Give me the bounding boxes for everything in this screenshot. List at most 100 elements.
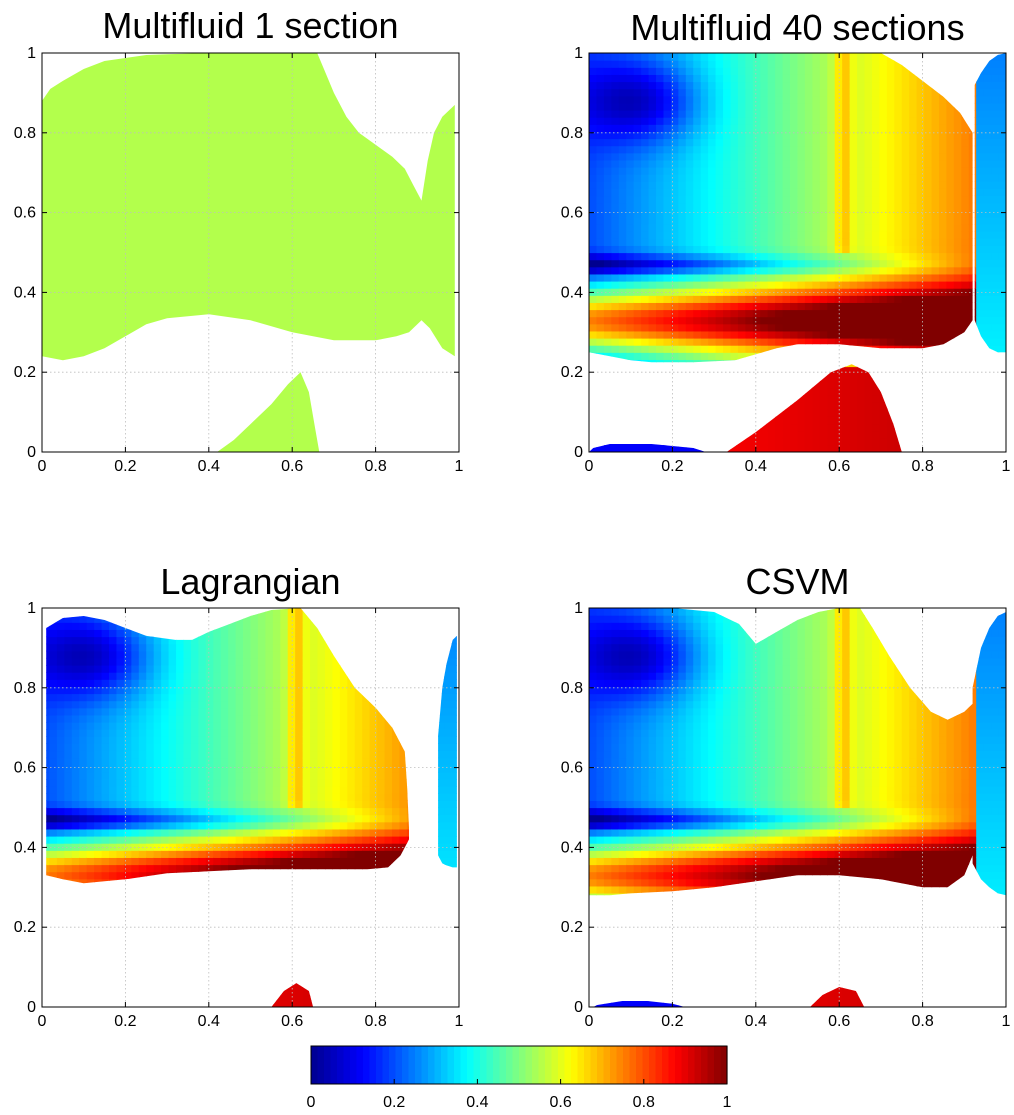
field-cell xyxy=(730,373,739,382)
field-cell xyxy=(235,950,244,958)
field-cell xyxy=(693,302,702,311)
field-cell xyxy=(894,202,903,211)
field-cell xyxy=(983,345,992,353)
field-cell xyxy=(198,679,207,687)
field-cell xyxy=(663,387,672,396)
field-cell xyxy=(589,117,598,125)
field-cell xyxy=(86,850,95,858)
field-cell xyxy=(190,964,199,972)
field-cell xyxy=(767,53,776,61)
field-cell xyxy=(983,131,992,140)
field-cell xyxy=(49,928,58,937)
field-cell xyxy=(603,67,612,75)
field-cell xyxy=(153,857,162,866)
field-cell xyxy=(198,729,207,737)
field-cell xyxy=(708,81,717,90)
field-cell xyxy=(991,152,1000,161)
field-cell xyxy=(797,323,806,332)
field-cell xyxy=(685,295,694,303)
field-cell xyxy=(265,978,274,987)
field-cell xyxy=(797,345,806,353)
field-cell xyxy=(723,416,732,425)
field-cell xyxy=(116,707,125,716)
field-cell xyxy=(849,259,858,268)
field-cell xyxy=(901,102,910,111)
field-cell xyxy=(782,152,791,161)
field-cell xyxy=(819,167,828,175)
field-cell xyxy=(685,81,694,90)
field-cell xyxy=(953,138,962,147)
field-cell xyxy=(618,74,627,83)
field-cell xyxy=(626,95,635,104)
field-cell xyxy=(633,302,642,311)
field-cell xyxy=(131,679,140,687)
field-cell xyxy=(849,252,858,261)
field-cell xyxy=(116,743,125,752)
field-cell xyxy=(894,131,903,140)
field-cell xyxy=(220,693,229,702)
field-cell xyxy=(176,615,185,623)
field-cell xyxy=(265,707,274,716)
field-cell xyxy=(603,295,612,303)
field-cell xyxy=(953,174,962,182)
field-cell xyxy=(968,88,977,97)
field-cell xyxy=(176,978,185,987)
field-cell xyxy=(916,423,925,432)
field-cell xyxy=(946,138,955,147)
field-cell xyxy=(190,629,199,638)
field-cell xyxy=(827,266,836,275)
field-cell xyxy=(64,942,73,951)
field-cell xyxy=(94,950,103,958)
field-cell xyxy=(220,750,229,759)
field-cell xyxy=(715,316,724,325)
field-cell xyxy=(916,88,925,97)
field-cell xyxy=(648,359,657,368)
field-cell xyxy=(64,885,73,894)
field-cell xyxy=(767,273,776,282)
field-cell xyxy=(998,60,1006,68)
field-cell xyxy=(596,395,605,403)
grid xyxy=(589,53,1006,452)
field-cell xyxy=(953,145,962,154)
field-cell xyxy=(56,871,65,880)
field-cell xyxy=(752,74,761,83)
field-cell xyxy=(775,110,784,118)
field-cell xyxy=(998,152,1006,161)
field-cell xyxy=(589,224,598,232)
field-cell xyxy=(46,907,51,915)
field-cell xyxy=(953,209,962,218)
field-cell xyxy=(250,622,259,630)
field-cell xyxy=(183,736,192,744)
field-cell xyxy=(693,188,702,197)
field-cell xyxy=(797,430,806,439)
field-cell xyxy=(220,971,229,980)
field-cell xyxy=(257,615,266,623)
field-cell xyxy=(250,878,259,887)
field-cell xyxy=(64,978,73,987)
field-cell xyxy=(228,885,237,894)
field-cell xyxy=(976,302,985,311)
field-cell xyxy=(976,238,985,246)
field-cell xyxy=(790,152,799,161)
field-cell xyxy=(213,693,222,702)
field-cell xyxy=(94,900,103,908)
field-cell xyxy=(790,231,799,239)
field-cell xyxy=(715,387,724,396)
field-cell xyxy=(946,323,955,332)
field-cell xyxy=(79,629,88,638)
field-cell xyxy=(797,402,806,410)
field-cell xyxy=(901,67,910,75)
field-cell xyxy=(131,999,140,1007)
field-cell xyxy=(790,81,799,90)
field-cell xyxy=(886,416,895,425)
field-cell xyxy=(804,416,813,425)
field-cell xyxy=(924,387,933,396)
field-cell xyxy=(131,672,140,680)
field-cell xyxy=(693,416,702,425)
field-cell xyxy=(834,159,843,168)
field-cell xyxy=(618,345,627,353)
field-cell xyxy=(272,978,281,987)
field-cell xyxy=(228,679,237,687)
field-cell xyxy=(161,679,170,687)
field-cell xyxy=(670,81,679,90)
